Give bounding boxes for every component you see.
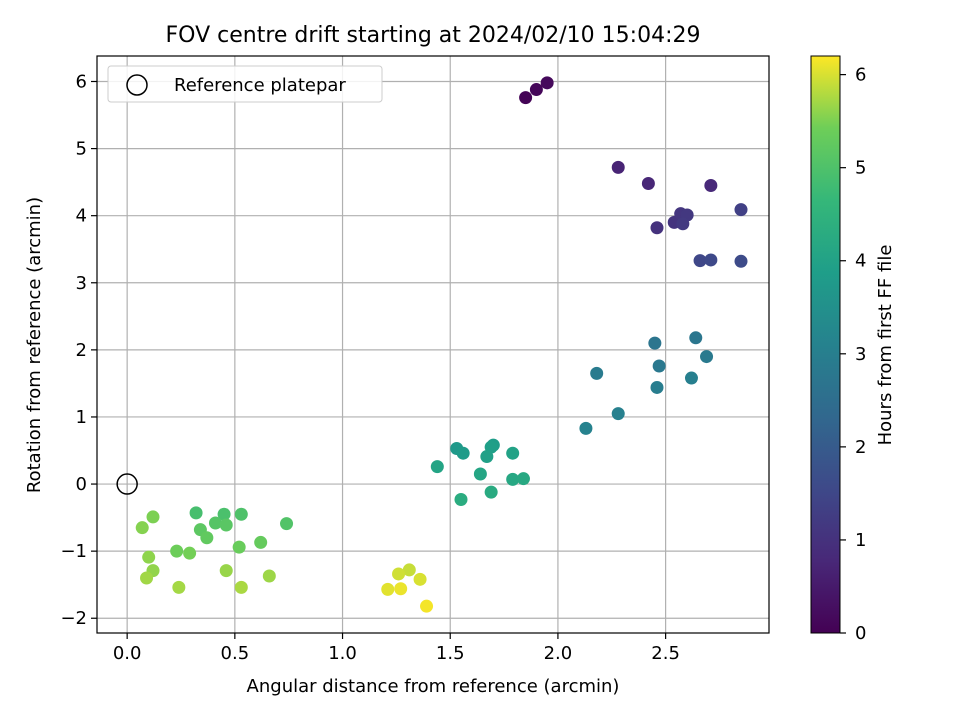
colorbar-tick-label: 4 (855, 251, 866, 272)
legend: Reference platepar (107, 65, 383, 103)
data-point (579, 421, 593, 435)
colorbar-tick-label: 2 (855, 437, 866, 458)
legend-box (107, 65, 383, 103)
y-tick-label: 2 (76, 340, 87, 361)
grid (97, 56, 769, 633)
data-point (506, 446, 520, 460)
colorbar-tick-label: 3 (855, 344, 866, 365)
reference-point (116, 473, 138, 495)
colorbar-gradient (810, 55, 841, 634)
y-tick-label: 3 (76, 273, 87, 294)
data-point (219, 564, 233, 578)
data-point (700, 350, 714, 364)
data-point (280, 517, 294, 531)
data-point (234, 507, 248, 521)
y-tick-label: 4 (76, 206, 87, 227)
data-point (200, 531, 214, 545)
data-point (529, 83, 543, 97)
colorbar-tick-label: 5 (855, 158, 866, 179)
data-point (693, 254, 707, 268)
data-point (394, 582, 408, 596)
data-point (540, 76, 554, 90)
x-tick-label: 0.5 (221, 643, 250, 664)
data-point (420, 599, 434, 613)
plot-frame (96, 55, 770, 634)
y-axis-ticks: −2 −1 0 1 2 3 4 5 6 (60, 71, 97, 629)
y-tick-label: −2 (60, 608, 87, 629)
data-point (676, 217, 690, 231)
legend-reference-marker (126, 74, 148, 96)
data-point (516, 472, 530, 486)
x-tick-label: 0.0 (113, 643, 142, 664)
chart-title: FOV centre drift starting at 2024/02/10 … (166, 23, 701, 48)
data-point (217, 507, 231, 521)
x-tick-label: 1.0 (328, 643, 357, 664)
y-tick-label: 6 (76, 71, 87, 92)
data-point (484, 485, 498, 499)
x-tick-label: 2.0 (544, 643, 573, 664)
data-point (473, 467, 487, 481)
data-point (402, 563, 416, 577)
data-point (650, 221, 664, 235)
colorbar-ticks: 0 1 2 3 4 5 6 (840, 65, 866, 644)
y-axis-label: Rotation from reference (arcmin) (24, 197, 45, 493)
y-tick-label: 0 (76, 474, 87, 495)
data-point (506, 472, 520, 486)
y-tick-label: 1 (76, 407, 87, 428)
data-point (142, 550, 156, 564)
data-point (456, 446, 470, 460)
data-point (135, 521, 149, 535)
colorbar-label: Hours from first FF file (875, 245, 896, 446)
data-point (208, 516, 222, 530)
y-tick-label: 5 (76, 139, 87, 160)
colorbar: 0 1 2 3 4 5 6 Hours from first FF file (810, 55, 896, 644)
data-point (684, 371, 698, 385)
data-point (590, 366, 604, 380)
data-point (689, 331, 703, 345)
colorbar-tick-label: 0 (855, 623, 866, 644)
x-axis-label: Angular distance from reference (arcmin) (247, 676, 620, 697)
data-point (172, 580, 186, 594)
data-point (430, 460, 444, 474)
data-point (650, 380, 664, 394)
colorbar-tick-label: 1 (855, 530, 866, 551)
x-axis-ticks: 0.0 0.5 1.0 1.5 2.0 2.5 (113, 633, 680, 664)
data-point (652, 359, 666, 373)
data-point (413, 572, 427, 586)
data-point (648, 336, 662, 350)
data-point (704, 253, 718, 267)
data-point (254, 535, 268, 549)
y-tick-label: −1 (60, 541, 87, 562)
reference-marker (116, 473, 138, 495)
data-point (611, 160, 625, 174)
data-point (381, 582, 395, 596)
data-point (519, 91, 533, 105)
data-point (704, 178, 718, 192)
data-point (454, 492, 468, 506)
data-point (611, 407, 625, 421)
x-tick-label: 1.5 (436, 643, 465, 664)
data-point (262, 569, 276, 583)
x-tick-label: 2.5 (651, 643, 680, 664)
data-point (392, 567, 406, 581)
data-point (734, 203, 748, 217)
data-point (170, 544, 184, 558)
legend-label-reference: Reference platepar (174, 75, 346, 96)
colorbar-tick-label: 6 (855, 65, 866, 86)
data-point (189, 506, 203, 520)
data-point (146, 510, 160, 524)
data-point (140, 571, 154, 585)
data-point (232, 540, 246, 554)
data-point (219, 518, 233, 532)
data-point (480, 450, 494, 464)
data-point (641, 176, 655, 190)
data-points (135, 76, 748, 613)
data-point (234, 580, 248, 594)
data-point (183, 546, 197, 560)
data-point (734, 254, 748, 268)
